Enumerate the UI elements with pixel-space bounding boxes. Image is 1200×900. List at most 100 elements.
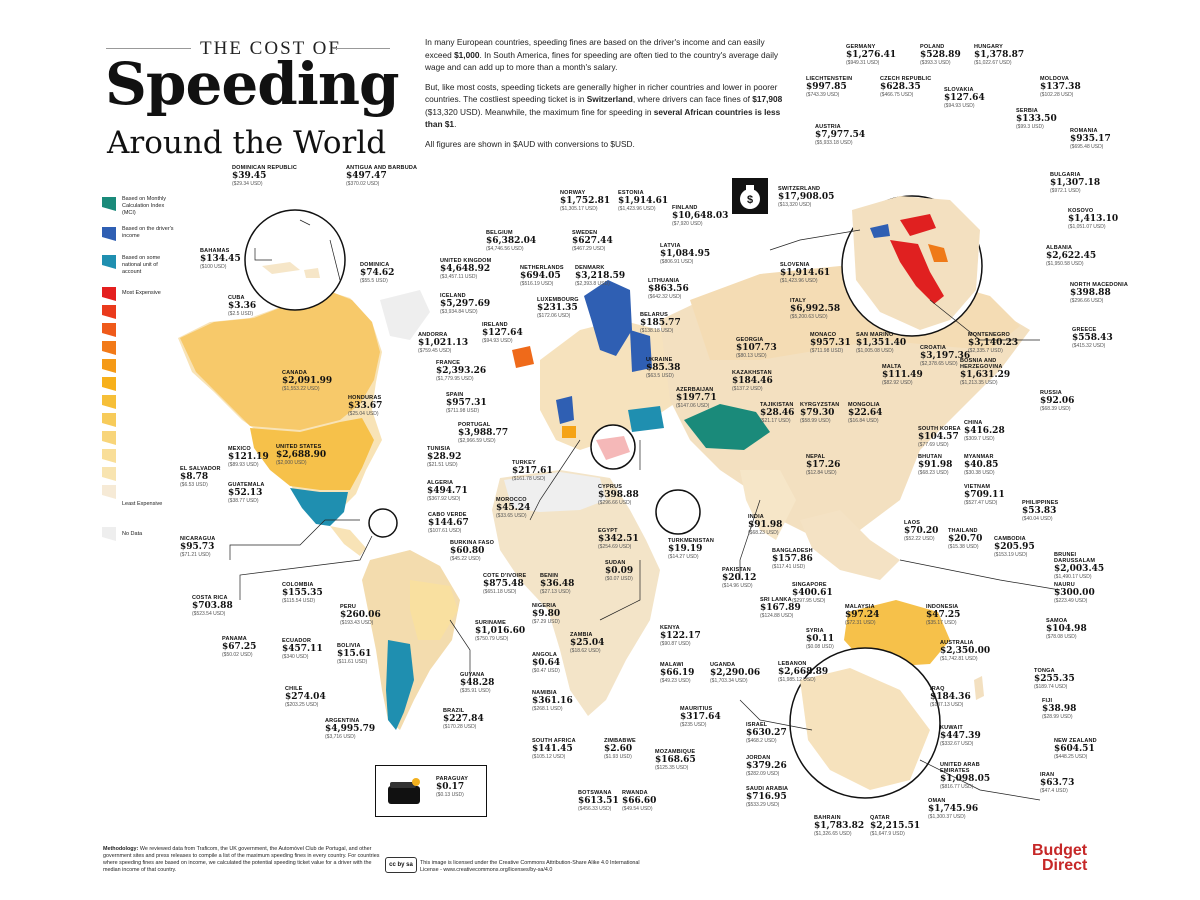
country-label-turkey: Turkey $217.61 ($161.78 USD) xyxy=(512,460,553,482)
leader-line xyxy=(239,535,373,600)
zoom-italy xyxy=(890,240,944,304)
country-label-indonesia: Indonesia $47.25 ($35.17 USD) xyxy=(926,604,961,626)
zoom-circles xyxy=(244,195,983,799)
country-label-slovakia: Slovakia $127.64 ($94.93 USD) xyxy=(944,87,985,109)
country-label-hungary: Hungary $1,378.87 ($1,022.67 USD) xyxy=(974,44,1025,66)
country-label-moldova: Moldova $137.38 ($102.28 USD) xyxy=(1040,76,1081,98)
country-label-monaco: Monaco $957.31 ($711.98 USD) xyxy=(810,332,851,354)
legend-gradient-swatch xyxy=(102,395,116,409)
land-greenland xyxy=(380,290,430,340)
legend-label-mci: Based on Monthly Calculation Index (MCI) xyxy=(122,196,167,216)
zoom-austria xyxy=(900,214,936,236)
land-central-america xyxy=(330,526,366,556)
country-label-malta: Malta $111.49 ($82.92 USD) xyxy=(882,364,923,386)
country-label-bahrain: Bahrain $1,783.82 ($1,326.65 USD) xyxy=(814,815,865,837)
country-label-suriname: Suriname $1,016.60 ($750.79 USD) xyxy=(475,620,526,642)
country-label-paraguay: Paraguay $0.17 ($0.13 USD) xyxy=(436,776,469,798)
country-label-lithuania: Lithuania $863.56 ($642.32 USD) xyxy=(648,278,689,300)
country-label-austria: Austria $7,977.54 ($5,933.18 USD) xyxy=(815,124,866,146)
legend-gradient-swatch xyxy=(102,377,116,391)
country-label-dominican-republic: Dominican Republic $39.45 ($29.34 USD) xyxy=(232,165,298,187)
country-label-slovenia: Slovenia $1,914.61 ($1,423.96 USD) xyxy=(780,262,831,284)
country-label-bahamas: Bahamas $134.45 ($100 USD) xyxy=(200,248,241,270)
legend: Based on Monthly Calculation Index (MCI)… xyxy=(100,195,180,545)
intro-p2-a: But, like most costs, speeding tickets a… xyxy=(425,81,778,105)
country-label-portugal: Portugal $3,988.77 ($2,966.59 USD) xyxy=(458,422,509,444)
country-label-luxembourg: Luxembourg $231.35 ($172.06 USD) xyxy=(537,297,579,319)
country-label-costa-rica: Costa Rica $703.88 ($523.54 USD) xyxy=(192,595,233,617)
country-label-malaysia: Malaysia $97.24 ($72.31 USD) xyxy=(845,604,880,626)
country-label-andorra: Andorra $1,021.13 ($759.45 USD) xyxy=(418,332,469,354)
country-label-mexico: Mexico $121.19 ($89.93 USD) xyxy=(228,446,269,468)
methodology-text: Methodology: We reviewed data from Trafi… xyxy=(103,846,383,874)
country-label-bhutan: Bhutan $91.98 ($68.23 USD) xyxy=(918,454,953,476)
main-title: Speeding xyxy=(105,50,400,118)
country-label-greece: Greece $558.43 ($415.32 USD) xyxy=(1072,327,1113,349)
land-argentina xyxy=(386,640,414,730)
country-label-netherlands: Netherlands $694.05 ($516.19 USD) xyxy=(520,265,564,287)
legend-gradient-swatch xyxy=(102,287,116,301)
land-africa xyxy=(492,470,660,716)
intro-p2-g: . xyxy=(454,119,457,129)
country-label-israel: Israel $630.27 ($468.2 USD) xyxy=(746,722,787,744)
legend-gradient-swatch xyxy=(102,359,116,373)
country-label-denmark: Denmark $3,218.59 ($2,393.8 USD) xyxy=(575,265,626,287)
country-label-bosnia-and-herzegovina: Bosnia and Herzegovina $1,631.29 ($1,213.3… xyxy=(960,358,1011,386)
legend-swatch-national-unit xyxy=(102,255,116,269)
country-label-cambodia: Cambodia $205.95 ($153.19 USD) xyxy=(994,536,1035,558)
caribbean-zoom-circle xyxy=(244,209,346,311)
country-label-singapore: Singapore $400.61 ($297.95 USD) xyxy=(792,582,833,604)
east-africa-zoom-circle xyxy=(655,489,701,535)
country-label-malawi: Malawi $66.19 ($49.23 USD) xyxy=(660,662,695,684)
land-new-zealand xyxy=(974,676,984,700)
country-label-uganda: Uganda $2,290.06 ($1,703.34 USD) xyxy=(710,662,761,684)
leader-line xyxy=(449,619,471,680)
legend-gradient-swatch xyxy=(102,413,116,427)
country-label-belarus: Belarus $185.77 ($138.18 USD) xyxy=(640,312,681,334)
country-label-zambia: Zambia $25.04 ($18.62 USD) xyxy=(570,632,605,654)
central-america-zoom-circle xyxy=(368,508,398,538)
legend-swatch-income xyxy=(102,227,116,241)
methodology-body: We reviewed data from Traficom, the UK g… xyxy=(103,846,380,873)
country-label-ukraine: Ukraine $85.38 ($63.5 USD) xyxy=(646,357,681,379)
country-label-nicaragua: Nicaragua $95.73 ($71.21 USD) xyxy=(180,536,216,558)
leader-lines xyxy=(229,219,1061,801)
country-label-sweden: Sweden $627.44 ($467.29 USD) xyxy=(572,230,613,252)
land-usa xyxy=(250,418,374,490)
legend-label-income: Based on the driver's income xyxy=(122,226,174,239)
country-label-nauru: Nauru $300.00 ($223.49 USD) xyxy=(1054,582,1095,604)
country-label-estonia: Estonia $1,914.61 ($1,423.96 USD) xyxy=(618,190,669,212)
country-label-pakistan: Pakistan $20.12 ($14.96 USD) xyxy=(722,567,757,589)
caribbean-island-hispaniola xyxy=(304,268,320,278)
land-mexico xyxy=(290,488,348,526)
leader-line xyxy=(599,560,641,621)
small-title: THE COST OF xyxy=(200,38,341,59)
zoom-switzerland xyxy=(870,224,890,238)
country-label-syria: Syria $0.11 ($0.08 USD) xyxy=(806,628,835,650)
land-scandinavia xyxy=(584,280,632,356)
country-label-brunei-darussalam: Brunei Darussalam $2,003.45 ($1,490.17 USD… xyxy=(1054,552,1105,580)
country-label-cyprus: Cyprus $398.88 ($296.66 USD) xyxy=(598,484,639,506)
country-label-latvia: Latvia $1,084.95 ($806.91 USD) xyxy=(660,243,711,265)
country-label-antigua-and-barbuda: Antigua and Barbuda $497.47 ($370.02 USD) xyxy=(346,165,418,187)
country-label-bolivia: Bolivia $15.61 ($11.61 USD) xyxy=(337,643,372,665)
country-label-nigeria: Nigeria $9.80 ($7.29 USD) xyxy=(532,603,561,625)
country-label-kuwait: Kuwait $447.39 ($332.67 USD) xyxy=(940,725,981,747)
country-label-russia: Russia $92.06 ($68.39 USD) xyxy=(1040,390,1075,412)
land-finland xyxy=(630,330,652,372)
country-label-germany: Germany $1,276.41 ($949.31 USD) xyxy=(846,44,897,66)
cc-license-badge: cc by sa xyxy=(385,857,417,873)
middle-east-zoom-land xyxy=(800,668,930,790)
country-label-montenegro: Montenegro $3,140.23 ($2,335.7 USD) xyxy=(968,332,1019,354)
country-label-colombia: Colombia $155.35 ($115.54 USD) xyxy=(282,582,323,604)
country-label-canada: Canada $2,091.99 ($1,553.22 USD) xyxy=(282,370,333,392)
intro-paragraph-1: In many European countries, speeding fin… xyxy=(425,36,785,74)
country-label-mozambique: Mozambique $168.65 ($125.35 USD) xyxy=(655,749,696,771)
land-portugal xyxy=(562,426,576,438)
country-label-north-macedonia: North Macedonia $398.88 ($296.66 USD) xyxy=(1070,282,1128,304)
country-label-angola: Angola $0.64 ($0.47 USD) xyxy=(532,652,561,674)
country-label-united-states: United States $2,688.90 ($2,000 USD) xyxy=(276,444,327,466)
leader-line xyxy=(529,439,581,521)
country-label-georgia: Georgia $107.73 ($80.13 USD) xyxy=(736,337,777,359)
country-label-guatemala: Guatemala $52.13 ($38.77 USD) xyxy=(228,482,265,504)
